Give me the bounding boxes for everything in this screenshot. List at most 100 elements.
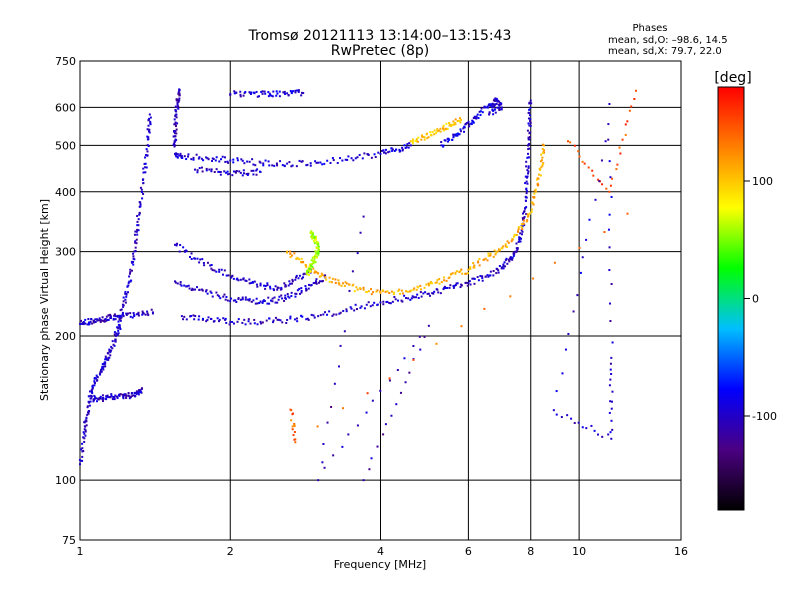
echo-point — [243, 162, 246, 165]
echo-point — [127, 281, 130, 284]
echo-point — [341, 282, 344, 285]
echo-point — [525, 160, 528, 163]
echo-point — [177, 92, 180, 95]
echo-point — [256, 95, 259, 98]
echo-point — [283, 90, 286, 93]
echo-point — [610, 373, 613, 376]
echo-point — [291, 164, 294, 167]
echo-point — [353, 290, 356, 293]
echo-point — [439, 127, 442, 130]
echo-point — [138, 211, 141, 214]
y-tick-label: 600 — [55, 101, 76, 114]
echo-point — [399, 150, 402, 153]
echo-point — [310, 234, 313, 237]
echo-point — [117, 327, 120, 330]
echo-point — [591, 169, 594, 172]
echo-point — [83, 322, 86, 325]
echo-point — [255, 297, 258, 300]
colorbar-tick-label: -100 — [752, 410, 777, 423]
echo-point — [145, 166, 148, 169]
grid-lines — [80, 61, 681, 540]
echo-point — [508, 260, 511, 263]
echo-point — [179, 244, 182, 247]
echo-point — [310, 235, 313, 238]
echo-point — [404, 146, 407, 149]
echo-point — [217, 320, 220, 323]
echo-point — [384, 290, 387, 293]
echo-point — [185, 318, 188, 321]
echo-point — [300, 91, 303, 94]
echo-point — [294, 295, 297, 298]
echo-point — [601, 435, 604, 438]
echo-point — [180, 284, 183, 287]
echo-point — [314, 261, 317, 264]
echo-point — [215, 156, 218, 159]
echo-point — [498, 100, 501, 103]
echo-point — [247, 318, 250, 321]
echo-point — [384, 152, 387, 155]
echo-point — [177, 100, 180, 103]
echo-point — [96, 376, 99, 379]
echo-point — [341, 445, 344, 448]
echo-point — [97, 319, 100, 322]
echo-point — [509, 256, 512, 259]
echo-point — [315, 270, 318, 273]
echo-point — [609, 176, 612, 179]
echo-point — [174, 281, 177, 284]
echo-point — [608, 269, 611, 272]
echo-point — [397, 299, 400, 302]
echo-point — [274, 301, 277, 304]
echo-point — [391, 149, 394, 152]
echo-point — [456, 134, 459, 137]
echo-point — [138, 213, 141, 216]
x-tick-label: 2 — [227, 545, 234, 558]
echo-point — [249, 322, 252, 325]
echo-point — [137, 311, 140, 314]
echo-point — [398, 288, 401, 291]
echo-point — [304, 285, 307, 288]
echo-point — [237, 297, 240, 300]
echo-point — [229, 320, 232, 323]
echo-point — [610, 283, 613, 286]
echo-point — [97, 398, 100, 401]
echo-point — [440, 144, 443, 147]
echo-point — [178, 97, 181, 100]
echo-point — [129, 271, 132, 274]
echo-point — [356, 424, 359, 427]
echo-point — [241, 298, 244, 301]
echo-point — [233, 90, 236, 93]
echo-point — [523, 207, 526, 210]
x-tick-label: 8 — [527, 545, 534, 558]
echo-point — [300, 277, 303, 280]
echo-point — [454, 271, 457, 274]
echo-point — [294, 292, 297, 295]
echo-point — [241, 174, 244, 177]
echo-point — [113, 395, 116, 398]
echo-point — [438, 278, 441, 281]
echo-point — [264, 159, 267, 162]
echo-point — [539, 168, 542, 171]
echo-point — [146, 150, 149, 153]
echo-point — [248, 298, 251, 301]
echo-point — [149, 120, 152, 123]
echo-point — [236, 277, 239, 280]
echo-point — [492, 255, 495, 258]
echo-point — [359, 287, 362, 290]
echo-point — [178, 154, 181, 157]
echo-point — [489, 252, 492, 255]
echo-point — [242, 169, 245, 172]
echo-point — [258, 95, 261, 98]
echo-point — [365, 303, 368, 306]
echo-point — [84, 318, 87, 321]
echo-point — [177, 91, 180, 94]
echo-point — [110, 394, 113, 397]
echo-point — [527, 166, 530, 169]
echo-point — [173, 243, 176, 246]
echo-point — [373, 301, 376, 304]
echo-point — [135, 242, 138, 245]
echo-point — [92, 400, 95, 403]
echo-point — [290, 419, 293, 422]
echo-point — [403, 294, 406, 297]
echo-point — [317, 245, 320, 248]
echo-point — [388, 377, 391, 380]
